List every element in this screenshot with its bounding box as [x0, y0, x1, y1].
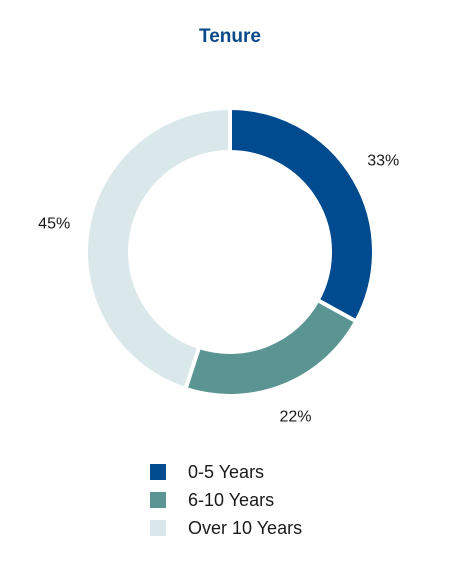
- donut-slice: [182, 297, 359, 398]
- slice-data-label: 33%: [367, 153, 399, 170]
- chart-title: Tenure: [199, 26, 261, 47]
- legend-item: 0-5 Years: [150, 458, 302, 486]
- legend-label: 6-10 Years: [188, 489, 275, 510]
- legend-swatch: [150, 520, 166, 536]
- chart-legend: 0-5 Years 6-10 Years Over 10 Years: [150, 458, 302, 542]
- legend-item: Over 10 Years: [150, 514, 302, 542]
- legend-swatch: [150, 464, 166, 480]
- legend-label: Over 10 Years: [188, 517, 303, 538]
- slice-data-label: 22%: [280, 409, 312, 426]
- donut-slice: [84, 105, 232, 392]
- donut-slice: [228, 105, 376, 325]
- legend-item: 6-10 Years: [150, 486, 302, 514]
- legend-label: 0-5 Years: [188, 461, 265, 482]
- legend-swatch: [150, 492, 166, 508]
- slice-data-label: 45%: [38, 215, 70, 232]
